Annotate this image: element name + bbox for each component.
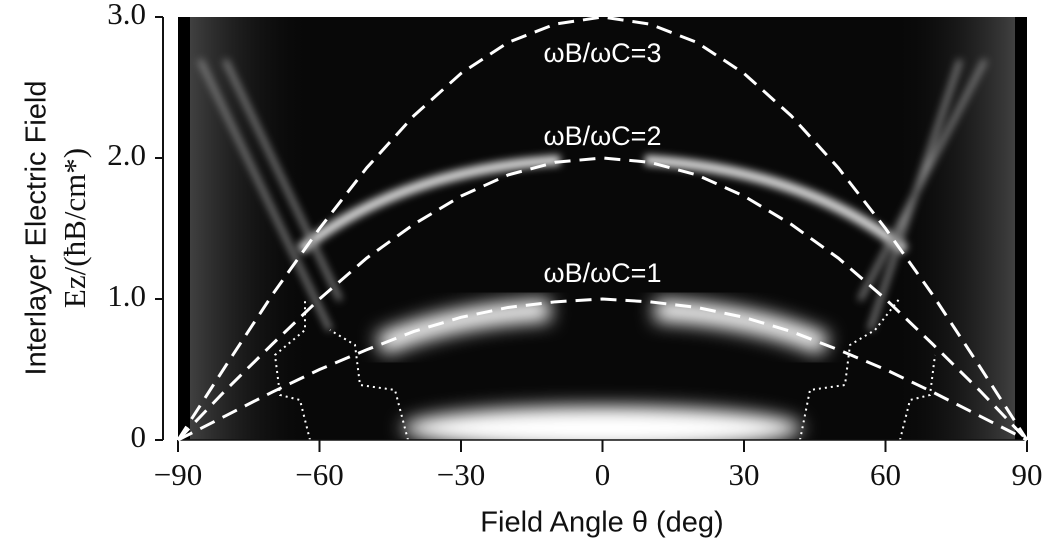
heatmap [178, 17, 1027, 450]
chart: Interlayer Electric Field Ez/(ħB/cm*) Fi… [0, 0, 1048, 548]
x-tick-label: 30 [729, 457, 760, 492]
x-tick-label: 90 [1012, 457, 1043, 492]
y-tick-label: 3.0 [107, 0, 146, 31]
curve-label: ωB/ωC=1 [544, 258, 662, 288]
x-tick-label: 0 [595, 457, 611, 492]
y-axis-label: Interlayer Electric Field [21, 81, 53, 376]
x-axis-label: Field Angle θ (deg) [480, 507, 723, 539]
y-tick-label: 0 [131, 419, 147, 454]
x-tick-label: −30 [437, 457, 485, 492]
y-tick-label: 2.0 [107, 137, 146, 172]
x-tick-label: −60 [295, 457, 343, 492]
y-tick-label: 1.0 [107, 278, 146, 313]
curve-label: ωB/ωC=2 [544, 121, 662, 151]
curve-label: ωB/ωC=3 [544, 38, 662, 68]
y-axis-label: Ez/(ħB/cm*) [57, 148, 92, 308]
x-tick-label: 60 [870, 457, 901, 492]
x-tick-label: −90 [154, 457, 202, 492]
